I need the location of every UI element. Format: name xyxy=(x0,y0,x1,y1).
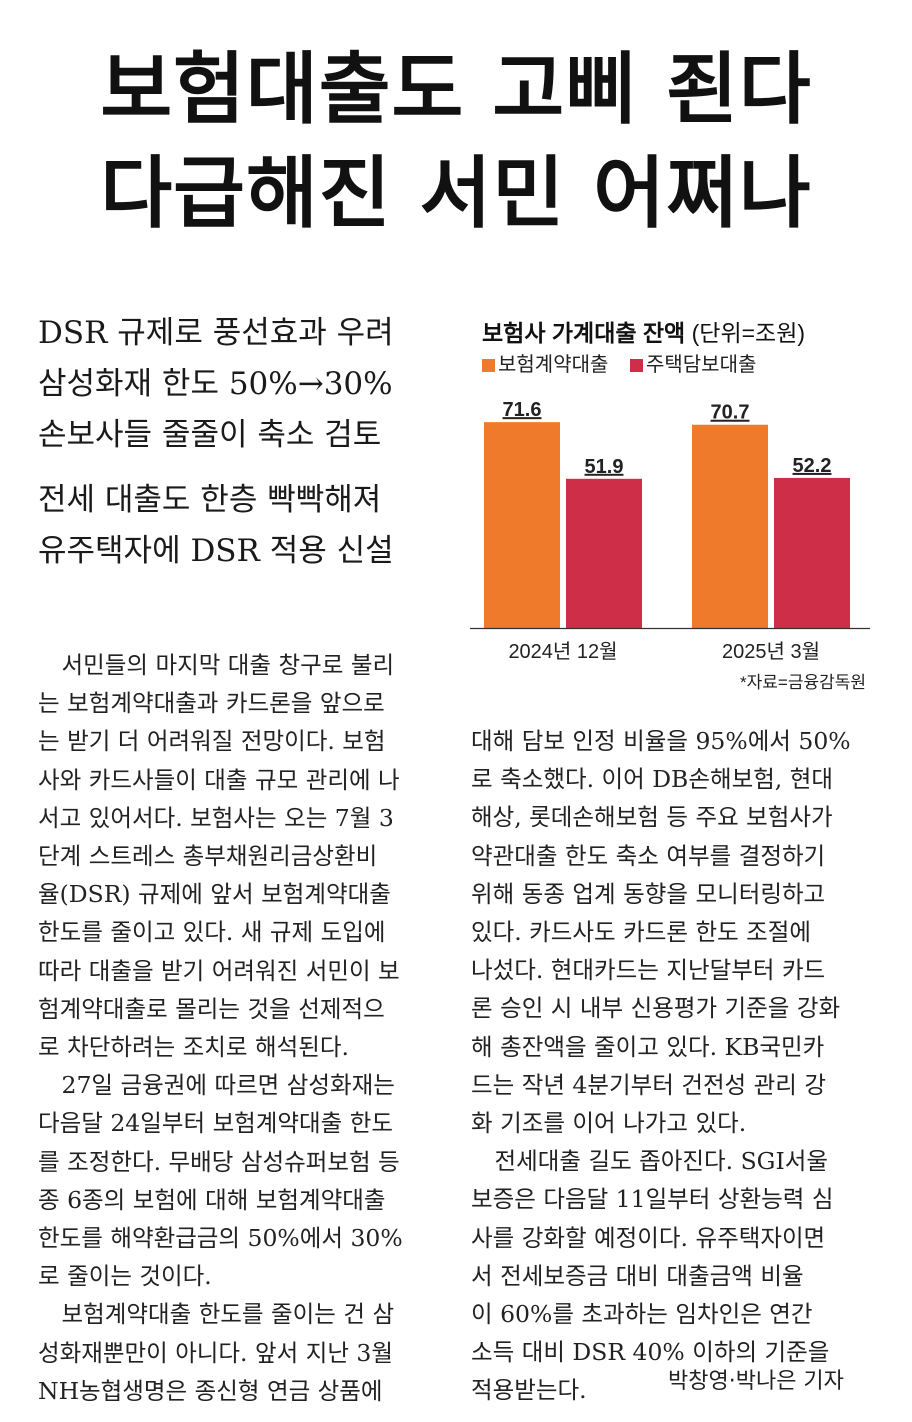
article-line: 보증은 다음달 11일부터 상환능력 심 xyxy=(471,1185,834,1214)
subhead-line: 전세 대출도 한층 빡빡해져 xyxy=(38,482,382,518)
article-line: 단계 스트레스 총부채원리금상환비 xyxy=(38,842,378,871)
bar-policy-loan xyxy=(484,422,560,628)
article-line: 이 60%를 초과하는 임차인은 연간 xyxy=(471,1300,813,1329)
article-line: 대해 담보 인정 비율을 95%에서 50% xyxy=(471,727,851,755)
article-line: 나섰다. 현대카드는 지난달부터 카드 xyxy=(471,956,826,985)
article-line: 를 조정한다. 무배당 삼성슈퍼보험 등 xyxy=(38,1147,400,1176)
article-line: 서 전세보증금 대비 대출금액 비율 xyxy=(471,1261,804,1290)
article-line: 론 승인 시 내부 신용평가 기준을 강화 xyxy=(471,994,841,1023)
chart-legend: 보험계약대출 주택담보대출 xyxy=(482,348,772,377)
headline: 보험대출도 고삐 죈다 다급해진 서민 어쩌나 xyxy=(0,38,912,246)
bar-value-label: 71.6 xyxy=(503,399,542,421)
article-line: 드는 작년 4분기부터 건전성 관리 강 xyxy=(471,1070,826,1099)
byline: 박창영·박나은 기자 xyxy=(668,1369,844,1394)
article-line: 약관대출 한도 축소 여부를 결정하기 xyxy=(471,841,826,870)
legend-item-policy-loan: 보험계약대출 xyxy=(482,354,614,376)
legend-label: 주택담보대출 xyxy=(645,354,757,376)
article-line: 한도를 줄이고 있다. 새 규제 도입에 xyxy=(38,918,386,947)
article-line: 서고 있어서다. 보험사는 오는 7월 3 xyxy=(38,803,394,832)
subhead-line: 삼성화재 한도 50%→30% xyxy=(38,366,393,402)
subhead-group-1: DSR 규제로 풍선효과 우려 삼성화재 한도 50%→30% 손보사들 줄줄이… xyxy=(38,308,458,461)
legend-label: 보험계약대출 xyxy=(498,354,609,376)
bar-chart: 71.6 51.9 2024년 12월 70.7 52.2 2025년 3월 xyxy=(470,399,870,663)
article-line: 화 기조를 이어 나가고 있다. xyxy=(471,1109,747,1138)
article-line: 소득 대비 DSR 40% 이하의 기준을 xyxy=(471,1338,830,1367)
article-line: 위해 동종 업계 동향을 모니터링하고 xyxy=(471,879,826,908)
article-line: 있다. 카드사도 카드론 한도 조절에 xyxy=(471,918,812,947)
article-line: 는 보험계약대출과 카드론을 앞으로 xyxy=(38,689,385,718)
bar-mortgage-loan xyxy=(774,477,850,628)
article-line: 27일 금융권에 따르면 삼성화재는 xyxy=(38,1071,395,1100)
article-line: 험계약대출로 몰리는 것을 선제적으 xyxy=(38,994,385,1023)
category-label: 2025년 3월 xyxy=(722,640,820,663)
article-line: 로 축소했다. 이어 DB손해보험, 현대 xyxy=(471,765,833,794)
bar-value-label: 51.9 xyxy=(585,456,624,478)
subhead-line: 손보사들 줄줄이 축소 검토 xyxy=(38,417,382,453)
bar-policy-loan xyxy=(692,424,768,628)
legend-swatch-policy-loan xyxy=(482,359,495,372)
subhead-line: DSR 규제로 풍선효과 우려 xyxy=(38,315,394,351)
chart-title-text: 보험사 가계대출 잔액 xyxy=(482,320,686,346)
article-line: NH농협생명은 종신형 연금 상품에 xyxy=(38,1376,383,1405)
chart-title: 보험사 가계대출 잔액 (단위=조원) xyxy=(482,314,805,348)
article-line: 로 줄이는 것이다. xyxy=(38,1262,212,1291)
article-line: 사를 강화할 예정이다. 유주택자이면 xyxy=(471,1223,826,1252)
article-line: 성화재뿐만이 아니다. 앞서 지난 3월 xyxy=(38,1338,393,1367)
bar-value-label: 70.7 xyxy=(711,402,750,424)
subheadlines: DSR 규제로 풍선효과 우려 삼성화재 한도 50%→30% 손보사들 줄줄이… xyxy=(38,308,458,591)
article-line: 는 받기 더 어려워질 전망이다. 보험 xyxy=(38,727,386,756)
article-line: 한도를 해약환급금의 50%에서 30% xyxy=(38,1224,403,1253)
chart-source: *자료=금융감독원 xyxy=(740,673,867,692)
legend-item-mortgage-loan: 주택담보대출 xyxy=(629,354,757,376)
article-line: 해상, 롯데손해보험 등 주요 보험사가 xyxy=(471,803,833,832)
subhead-group-2: 전세 대출도 한층 빡빡해져 유주택자에 DSR 적용 신설 xyxy=(38,475,458,577)
article-line: 보험계약대출 한도를 줄이는 건 삼 xyxy=(38,1300,395,1329)
category-label: 2024년 12월 xyxy=(508,640,617,663)
article-line: 서민들의 마지막 대출 창구로 불리 xyxy=(38,651,395,679)
headline-line-1: 보험대출도 고삐 죈다 xyxy=(100,44,812,135)
chart-unit: (단위=조원) xyxy=(691,320,806,346)
article-line: 따라 대출을 받기 어려워진 서민이 보 xyxy=(38,956,400,985)
article-line: 사와 카드사들이 대출 규모 관리에 나 xyxy=(38,765,400,794)
bar-value-label: 52.2 xyxy=(793,455,832,477)
subhead-line: 유주택자에 DSR 적용 신설 xyxy=(38,533,394,569)
article-line: 적용받는다. xyxy=(471,1376,587,1405)
article-line: 다음달 24일부터 보험계약대출 한도 xyxy=(38,1109,393,1138)
article-line: 전세대출 길도 좁아진다. SGI서울 xyxy=(471,1147,828,1176)
legend-swatch-mortgage-loan xyxy=(629,359,643,372)
bar-mortgage-loan xyxy=(566,478,642,628)
article-line: 해 총잔액을 줄이고 있다. KB국민카 xyxy=(471,1032,825,1061)
article-line: 로 차단하려는 조치로 해석된다. xyxy=(38,1033,349,1062)
article-column-2: 대해 담보 인정 비율을 95%에서 50% 로 축소했다. 이어 DB손해보험,… xyxy=(471,722,869,1410)
article-line: 율(DSR) 규제에 앞서 보험계약대출 xyxy=(38,880,391,909)
headline-line-2: 다급해진 서민 어쩌나 xyxy=(100,148,812,239)
article-line: 종 6종의 보험에 대해 보험계약대출 xyxy=(38,1185,386,1214)
